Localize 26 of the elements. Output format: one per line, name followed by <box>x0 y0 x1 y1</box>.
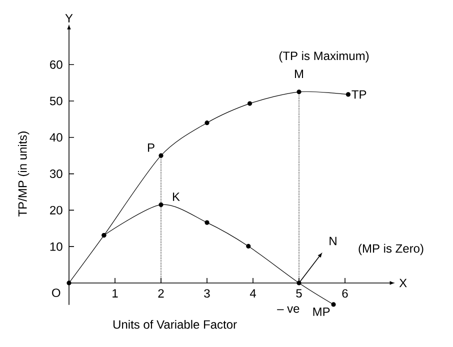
x-tick-label: 4 <box>250 289 256 298</box>
x-tick-label: 3 <box>204 289 210 298</box>
x-tick-label: 2 <box>158 289 164 298</box>
y-tick-label: 60 <box>50 60 62 69</box>
y-tick-label: 20 <box>50 206 62 214</box>
series-label: MP <box>313 308 330 316</box>
annotation: (MP is Zero) <box>358 244 424 256</box>
y-tick-label: 50 <box>50 96 62 106</box>
x-tick-label: 6 <box>342 289 348 298</box>
series-label: TP <box>352 90 366 99</box>
y-tick-label: 30 <box>50 170 62 178</box>
x-tick-label: 5 <box>296 289 302 298</box>
y-tick-label: 10 <box>50 242 62 251</box>
annotation: P <box>148 143 154 152</box>
annotation: M <box>294 70 304 78</box>
text: X <box>399 278 407 288</box>
text: Y <box>65 14 73 22</box>
text: – ve <box>277 306 300 313</box>
y-tick-label: 40 <box>50 133 62 142</box>
annotation: (TP is Maximum) <box>279 51 369 62</box>
text: O <box>52 288 60 298</box>
annotation: K <box>172 192 180 201</box>
x-axis-title: Units of Variable Factor <box>113 320 237 329</box>
y-axis-title: TP/MP (in units) <box>18 132 30 217</box>
annotation: N <box>330 236 336 246</box>
x-tick-label: 1 <box>112 289 118 298</box>
